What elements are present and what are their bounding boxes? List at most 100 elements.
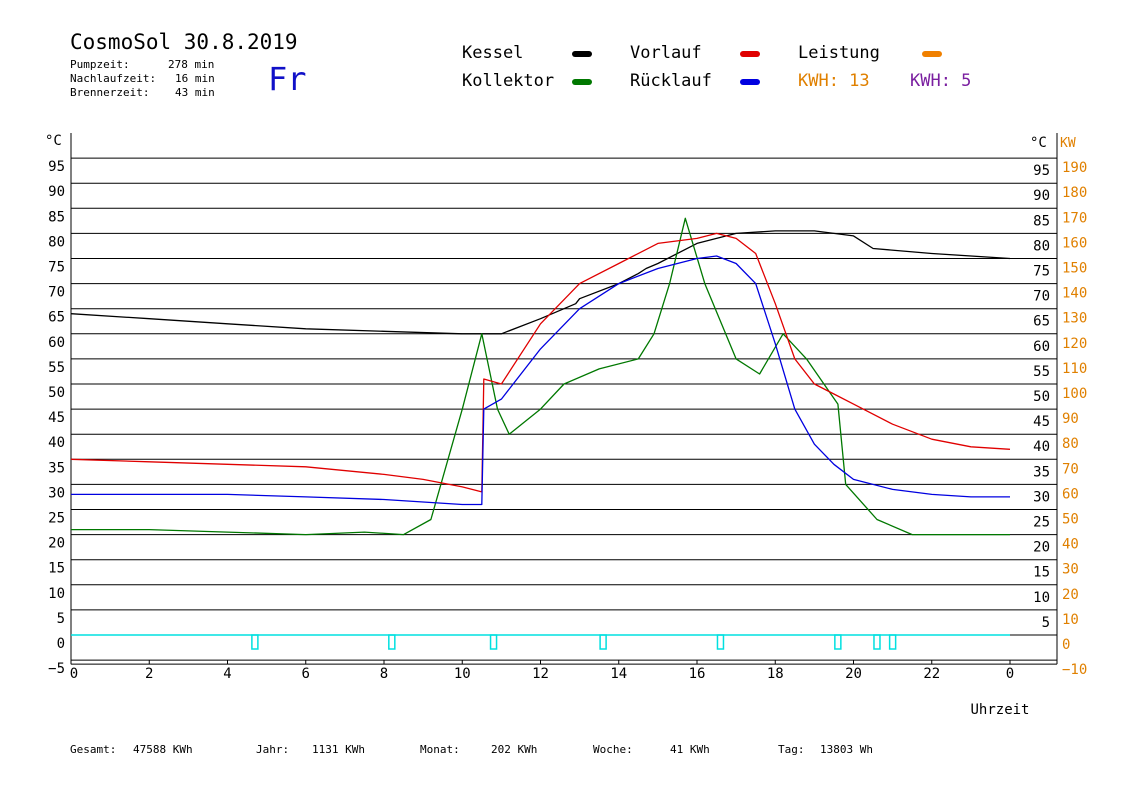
legend-kessel-swatch — [572, 51, 592, 57]
left-tick-label: 85 — [48, 209, 65, 225]
right-tick-label-kw: 70 — [1062, 461, 1079, 477]
x-tick-label: 22 — [923, 666, 940, 682]
right-tick-label-kw: 30 — [1062, 562, 1079, 578]
right-tick-label-c: 30 — [1033, 489, 1050, 505]
left-tick-label: 55 — [48, 360, 65, 376]
x-tick-label: 0 — [1006, 666, 1014, 682]
pump-blip — [251, 634, 259, 650]
left-tick-label: 20 — [48, 536, 65, 552]
left-tick-label: 35 — [48, 460, 65, 476]
weekday-label: Fr — [268, 60, 307, 98]
pump-blip — [873, 634, 881, 650]
right-tick-label-kw: 0 — [1062, 637, 1070, 653]
left-tick-label: 90 — [48, 184, 65, 200]
legend-kessel: Kessel — [462, 43, 524, 63]
series-line-rücklauf — [71, 255, 1010, 506]
x-tick-label: 18 — [767, 666, 784, 682]
right-tick-label-c: 75 — [1033, 264, 1050, 280]
x-tick-label: 12 — [532, 666, 549, 682]
series-line-kollektor — [71, 217, 1010, 536]
right-tick-label-kw: 160 — [1062, 235, 1087, 251]
right-axis-unit-c: °C — [1030, 135, 1047, 151]
footer-monat-value: 202 KWh — [491, 743, 538, 756]
left-tick-label: 50 — [48, 385, 65, 401]
legend-leistung: Leistung — [798, 43, 880, 63]
left-tick-label: 80 — [48, 234, 65, 250]
right-tick-label-c: 10 — [1033, 590, 1050, 606]
right-tick-label-c: 5 — [1042, 615, 1050, 631]
footer-gesamt-value: 47588 KWh — [133, 743, 193, 756]
pump-blip — [388, 634, 396, 650]
right-tick-label-kw: 60 — [1062, 486, 1079, 502]
right-tick-label-c: 50 — [1033, 389, 1050, 405]
legend-kollektor-swatch — [572, 79, 592, 85]
footer-monat-label: Monat: — [420, 743, 460, 756]
right-tick-label-c: 95 — [1033, 163, 1050, 179]
right-tick-label-c: 15 — [1033, 565, 1050, 581]
series-line-kessel — [70, 230, 1011, 335]
right-tick-label-kw: 90 — [1062, 411, 1079, 427]
left-tick-label: 65 — [48, 310, 65, 326]
series-line-vorlauf — [70, 232, 1011, 493]
x-tick-label: 4 — [223, 666, 231, 682]
right-tick-label-c: 90 — [1033, 188, 1050, 204]
right-tick-label-kw: 180 — [1062, 185, 1087, 201]
right-tick-label-c: 60 — [1033, 339, 1050, 355]
pump-blip — [834, 634, 842, 650]
legend-ruecklauf-swatch — [740, 79, 760, 85]
legend-vorlauf: Vorlauf — [630, 43, 702, 63]
right-tick-label-c: 40 — [1033, 439, 1050, 455]
right-tick-label-c: 85 — [1033, 213, 1050, 229]
legend-vorlauf-swatch — [740, 51, 760, 57]
stat-pumpzeit-label: Pumpzeit: — [70, 58, 130, 71]
left-tick-label: 5 — [57, 611, 65, 627]
pump-blip — [888, 634, 897, 650]
right-tick-label-kw: 10 — [1062, 612, 1079, 628]
x-tick-label: 20 — [845, 666, 862, 682]
right-tick-label-kw: 150 — [1062, 261, 1087, 277]
right-tick-label-kw: 170 — [1062, 210, 1087, 226]
footer-jahr-value: 1131 KWh — [312, 743, 365, 756]
footer-woche-value: 41 KWh — [670, 743, 710, 756]
x-tick-label: 16 — [689, 666, 706, 682]
x-tick-label: 14 — [610, 666, 627, 682]
right-tick-label-c: 65 — [1033, 314, 1050, 330]
right-tick-label-kw: 140 — [1062, 286, 1087, 302]
left-tick-label: 10 — [48, 586, 65, 602]
stat-nachlaufzeit-label: Nachlaufzeit: — [70, 72, 157, 85]
right-tick-label-c: 25 — [1033, 515, 1050, 531]
footer-tag-value: 13803 Wh — [820, 743, 873, 756]
left-tick-label: 60 — [48, 335, 65, 351]
stat-nachlaufzeit-value: 16 min — [175, 72, 215, 85]
left-tick-label: 25 — [48, 511, 65, 527]
left-tick-label: 95 — [48, 159, 65, 175]
x-tick-label: 2 — [145, 666, 153, 682]
right-tick-label-kw: 20 — [1062, 587, 1079, 603]
right-tick-label-c: 20 — [1033, 540, 1050, 556]
legend-leistung-swatch — [922, 51, 942, 57]
x-tick-label: 8 — [380, 666, 388, 682]
x-tick-label: 10 — [454, 666, 471, 682]
left-tick-label: −5 — [48, 661, 65, 677]
right-tick-label-kw: 120 — [1062, 336, 1087, 352]
right-tick-label-kw: 110 — [1062, 361, 1087, 377]
right-axis-unit-kw: KW — [1060, 136, 1076, 151]
pump-blip — [716, 634, 725, 650]
footer-tag-label: Tag: — [778, 743, 805, 756]
chart-title: CosmoSol 30.8.2019 — [70, 30, 298, 54]
left-tick-label: 0 — [57, 636, 65, 652]
right-tick-label-c: 80 — [1033, 238, 1050, 254]
left-tick-label: 15 — [48, 561, 65, 577]
left-tick-label: 75 — [48, 260, 65, 276]
pump-blip — [489, 634, 498, 650]
left-axis-unit: °C — [45, 133, 62, 149]
x-axis-label: Uhrzeit — [970, 702, 1029, 718]
stat-brennerzeit-label: Brennerzeit: — [70, 86, 150, 99]
legend-kollektor: Kollektor — [462, 71, 555, 91]
x-tick-label: 0 — [70, 666, 78, 682]
right-tick-label-kw: 40 — [1062, 537, 1079, 553]
left-tick-label: 40 — [48, 435, 65, 451]
right-tick-label-kw: 50 — [1062, 512, 1079, 528]
left-tick-label: 30 — [48, 485, 65, 501]
right-tick-label-c: 45 — [1033, 414, 1050, 430]
